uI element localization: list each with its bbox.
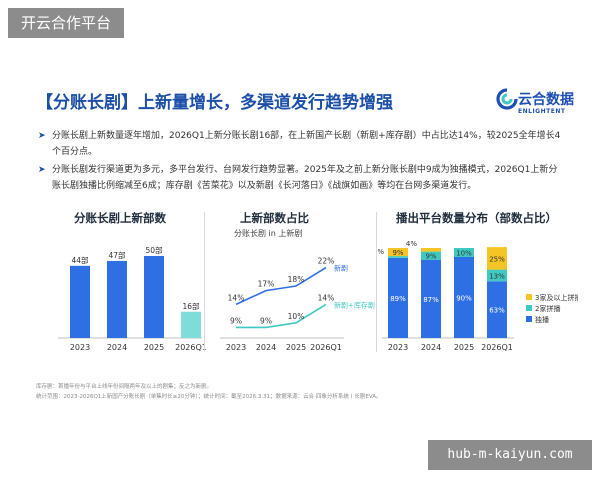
tick-label: 2025 (286, 343, 306, 352)
bullet-item: ➤ 分账长剧上新数量逐年增加，2026Q1上新分账长剧16部，在上新国产长剧（新… (38, 128, 566, 160)
tick-label: 2024 (421, 343, 441, 352)
data-label: 2% (378, 248, 384, 256)
chart2-title: 上新部数占比 (240, 211, 309, 225)
bar (144, 256, 164, 338)
legend-swatch (526, 294, 532, 300)
legend-swatch (526, 305, 532, 311)
watermark-bottom-right: hub-m-kaiyun.com (428, 440, 592, 470)
chart-platform-distribution: 89%2%9%202387%9%4%202490%10%202563%13%25… (378, 240, 578, 352)
data-label: 17% (258, 280, 275, 289)
footnote: 库存剧：首播年份与平台上线年份间隔两年及以上的剧集；反之为新剧。 (36, 384, 213, 390)
series-line (235, 266, 327, 306)
logo-subtext: ENLIGHTENT (518, 108, 566, 115)
data-label: 87% (423, 296, 439, 304)
tick-label: 2023 (70, 343, 90, 352)
chart1-title: 分账长剧上新部数 (74, 211, 166, 225)
tick-label: 2024 (107, 343, 127, 352)
data-label: 10% (288, 312, 305, 321)
data-label: 47部 (108, 250, 126, 260)
bar-segment (454, 248, 474, 257)
footnote: 统计范围：2023-2026Q1上新国产分账长剧（单集时长≥20分钟）；统计时间… (36, 394, 382, 400)
divider (204, 212, 205, 352)
data-label: 18% (288, 275, 305, 284)
logo: 云合数据 ENLIGHTENT (496, 86, 576, 120)
logo-text: 云合数据 (518, 92, 574, 108)
data-label: 14% (228, 293, 245, 302)
tick-label: 2025 (454, 343, 474, 352)
chart3-title: 播出平台数量分布（部数占比） (396, 211, 557, 225)
bar-segment (421, 259, 441, 338)
watermark-top-left: 开云合作平台 (8, 8, 124, 38)
data-label: 63% (489, 307, 505, 315)
bullet-arrow-icon: ➤ (38, 165, 46, 175)
bar-segment (388, 248, 408, 257)
bullet-text: 分账长剧发行渠道更为多元，多平台发行、台网发行趋势显著。2025年及之前上新分账… (52, 165, 558, 191)
tick-label: 2026Q1 (310, 343, 342, 352)
series-label: 新剧+库存剧 (334, 300, 375, 309)
bar-segment (487, 281, 507, 338)
bar-segment (421, 248, 441, 252)
bar-segment (421, 251, 441, 260)
bar-segment (388, 257, 408, 338)
bar-segment (388, 256, 408, 258)
legend-label: 2家拼播 (535, 304, 560, 313)
data-label: 16部 (182, 301, 200, 311)
chart2-subtitle: 分账长剧 in 上新剧 (234, 229, 303, 238)
tick-label: 2026Q1 (175, 343, 207, 352)
data-label: 9% (392, 249, 403, 257)
data-label: 13% (489, 272, 505, 280)
series-line (236, 303, 327, 329)
divider (376, 212, 377, 352)
bullet-arrow-icon: ➤ (38, 131, 46, 141)
data-label: 4% (406, 240, 417, 248)
data-label: 10% (456, 250, 472, 258)
data-label: 89% (390, 295, 406, 303)
bullet-list: ➤ 分账长剧上新数量逐年增加，2026Q1上新分账长剧16部，在上新国产长剧（新… (38, 128, 566, 196)
slide: 【分账长剧】上新量增长，多渠道发行趋势增强 云合数据 ENLIGHTENT ➤ … (20, 62, 580, 414)
data-label: 50部 (145, 245, 163, 255)
bullet-item: ➤ 分账长剧发行渠道更为多元，多平台发行、台网发行趋势显著。2025年及之前上新… (38, 162, 566, 194)
legend-label: 3家及以上拼播 (535, 293, 578, 302)
data-label: 9% (425, 253, 436, 261)
legend-label: 独播 (535, 315, 549, 324)
data-label: 9% (230, 316, 242, 325)
bar (70, 265, 90, 338)
bar-segment (454, 257, 474, 338)
tick-label: 2023 (388, 343, 408, 352)
bullet-text: 分账长剧上新数量逐年增加，2026Q1上新分账长剧16部，在上新国产长剧（新剧+… (52, 131, 561, 157)
bar-segment (487, 269, 507, 282)
data-label: 25% (489, 255, 505, 263)
chart-new-series-count: 44部 2023 47部 2024 50部 2025 16部 2026Q1 (58, 245, 207, 352)
series-label: 新剧 (334, 264, 348, 273)
data-label: 22% (318, 257, 335, 266)
yunhe-logo-icon (496, 88, 518, 110)
data-label: 44部 (71, 255, 89, 265)
bar (181, 311, 201, 338)
bar-segment (487, 247, 507, 270)
data-label: 9% (260, 316, 272, 325)
data-label: 90% (456, 295, 472, 303)
bar (107, 260, 127, 338)
tick-label: 2023 (226, 343, 246, 352)
slide-headline: 【分账长剧】上新量增长，多渠道发行趋势增强 (36, 93, 393, 113)
tick-label: 2024 (256, 343, 276, 352)
tick-label: 2025 (144, 343, 164, 352)
data-label: 14% (318, 293, 335, 302)
tick-label: 2026Q1 (481, 343, 513, 352)
legend-swatch (526, 316, 532, 322)
